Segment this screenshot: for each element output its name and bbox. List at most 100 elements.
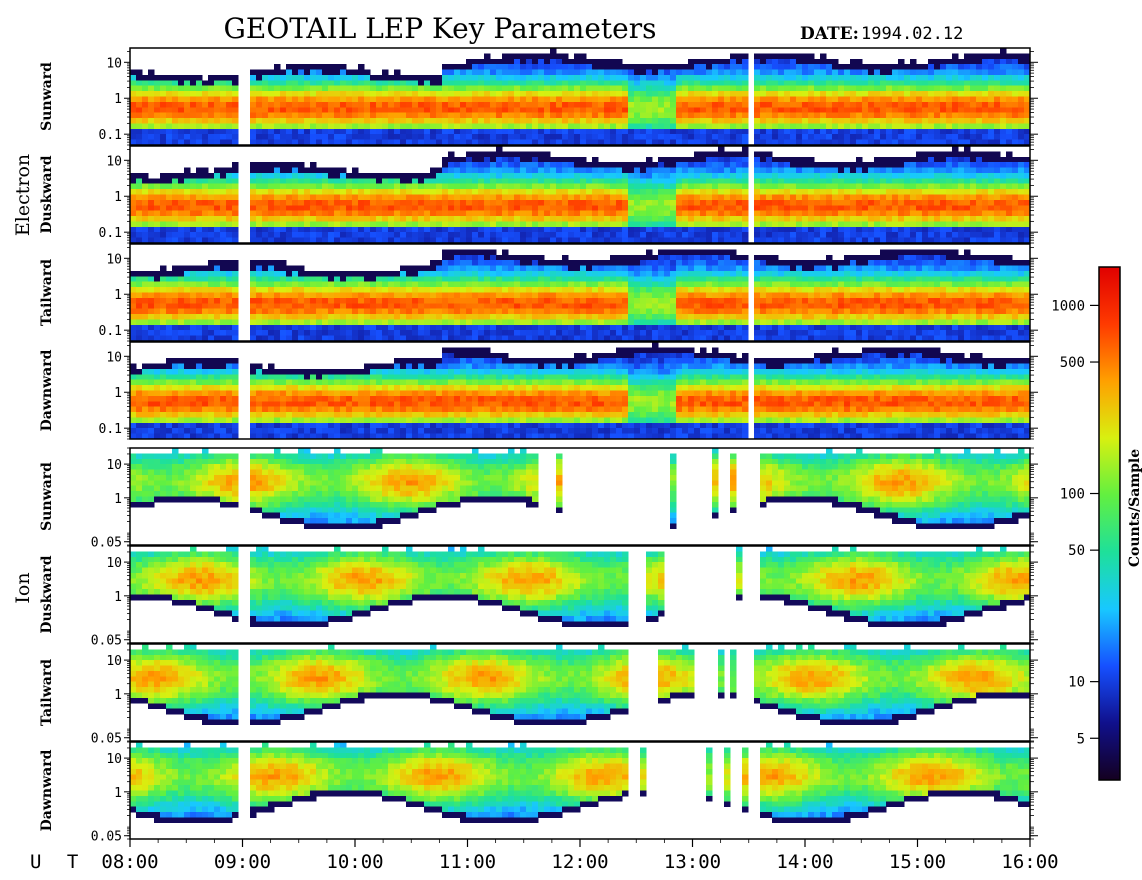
heatmap-cell [172, 292, 179, 299]
heatmap-cell [712, 183, 719, 190]
heatmap-cell [922, 64, 929, 70]
heatmap-cell [700, 210, 707, 217]
heatmap-cell [718, 205, 725, 212]
heatmap-cell [850, 74, 857, 81]
heatmap-cell [724, 189, 731, 195]
heatmap-cell [772, 167, 779, 174]
heatmap-cell [262, 210, 269, 217]
heatmap-cell [898, 183, 905, 190]
heatmap-cell [712, 139, 719, 146]
heatmap-cell [226, 226, 233, 233]
heatmap-cell [466, 139, 473, 146]
heatmap-cell [868, 134, 875, 141]
heatmap-cell [310, 205, 317, 212]
heatmap-cell [760, 58, 767, 65]
heatmap-cell [820, 237, 827, 244]
heatmap-cell [526, 85, 533, 92]
heatmap-cell [742, 205, 749, 212]
heatmap-cell [514, 189, 521, 195]
heatmap-cell [514, 226, 521, 233]
heatmap-cell [712, 199, 719, 206]
heatmap-cell [682, 232, 689, 239]
heatmap-cell [304, 134, 311, 141]
heatmap-cell [442, 194, 449, 201]
heatmap-cell [628, 123, 635, 130]
heatmap-cell [382, 194, 389, 201]
heatmap-cell [628, 128, 635, 135]
heatmap-cell [418, 210, 425, 217]
heatmap-cell [340, 80, 347, 87]
heatmap-cell [364, 118, 371, 124]
heatmap-cell [940, 58, 947, 65]
heatmap-cell [682, 237, 689, 244]
heatmap-cell [700, 85, 707, 92]
heatmap-cell [910, 123, 917, 130]
heatmap-cell [484, 167, 491, 174]
heatmap-cell [844, 139, 851, 146]
heatmap-cell [406, 112, 413, 119]
heatmap-cell [376, 183, 383, 190]
heatmap-cell [700, 189, 707, 195]
heatmap-cell [400, 232, 407, 239]
heatmap-cell [196, 216, 203, 222]
heatmap-cell [388, 85, 395, 92]
heatmap-cell [670, 85, 677, 92]
heatmap-cell [664, 139, 671, 146]
heatmap-cell [562, 221, 569, 228]
heatmap-cell [712, 221, 719, 228]
heatmap-cell [478, 221, 485, 228]
heatmap-cell [952, 101, 959, 108]
heatmap-cell [502, 139, 509, 146]
heatmap-cell [982, 134, 989, 141]
heatmap-cell [490, 162, 497, 168]
heatmap-cell [766, 64, 773, 70]
heatmap-cell [202, 232, 209, 239]
heatmap-cell [796, 226, 803, 233]
heatmap-cell [784, 64, 791, 70]
heatmap-cell [208, 85, 215, 92]
heatmap-cell [1024, 69, 1031, 76]
heatmap-cell [850, 85, 857, 92]
heatmap-cell [202, 308, 209, 315]
heatmap-cell [190, 80, 197, 87]
heatmap-cell [574, 64, 581, 70]
heatmap-cell [784, 156, 791, 163]
heatmap-cell [694, 232, 701, 239]
heatmap-cell [370, 96, 377, 103]
heatmap-cell [952, 53, 959, 60]
heatmap-cell [274, 221, 281, 228]
heatmap-cell [766, 210, 773, 217]
heatmap-cell [646, 210, 653, 217]
heatmap-cell [616, 139, 623, 146]
heatmap-cell [754, 85, 761, 92]
heatmap-cell [976, 210, 983, 217]
heatmap-cell [868, 189, 875, 195]
heatmap-cell [856, 107, 863, 114]
heatmap-cell [1006, 69, 1013, 76]
heatmap-cell [364, 107, 371, 114]
heatmap-cell [562, 172, 569, 179]
heatmap-cell [862, 189, 869, 195]
heatmap-cell [262, 123, 269, 130]
heatmap-cell [322, 91, 329, 97]
heatmap-cell [706, 96, 713, 103]
heatmap-cell [982, 167, 989, 174]
heatmap-cell [802, 107, 809, 114]
heatmap-cell [550, 199, 557, 206]
heatmap-cell [712, 216, 719, 222]
heatmap-cell [280, 216, 287, 222]
heatmap-cell [340, 237, 347, 244]
heatmap-cell [286, 221, 293, 228]
heatmap-cell [370, 189, 377, 195]
heatmap-cell [208, 270, 215, 277]
heatmap-cell [256, 330, 263, 337]
heatmap-cell [982, 128, 989, 135]
heatmap-cell [784, 80, 791, 87]
heatmap-cell [418, 91, 425, 97]
heatmap-cell [136, 308, 143, 315]
heatmap-cell [724, 221, 731, 228]
heatmap-cell [964, 128, 971, 135]
heatmap-cell [346, 74, 353, 81]
heatmap-cell [208, 112, 215, 119]
heatmap-cell [472, 80, 479, 87]
